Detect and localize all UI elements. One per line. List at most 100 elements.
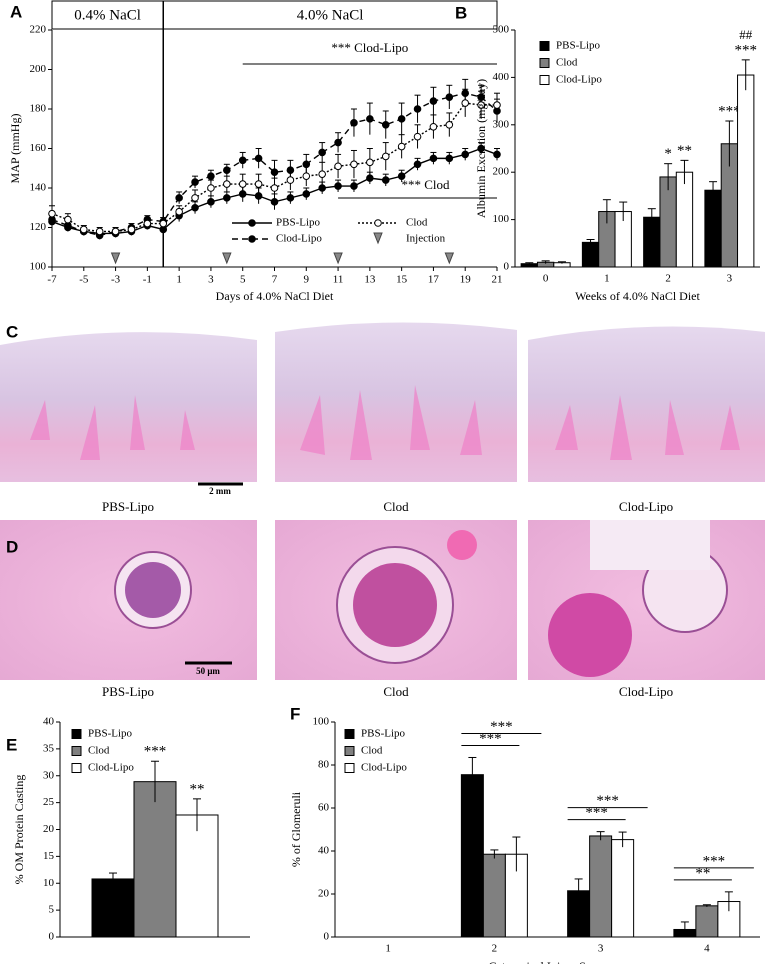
legend-swatch — [71, 729, 82, 739]
bar — [675, 171, 694, 268]
y-tick-label: 160 — [30, 142, 47, 154]
data-point — [175, 207, 183, 216]
scale-bar-label: 50 μm — [196, 666, 220, 676]
data-point — [445, 154, 454, 163]
y-tick-label: 0 — [49, 931, 55, 943]
x-tick-label: 13 — [364, 274, 376, 286]
bar — [460, 774, 484, 938]
bar — [581, 241, 600, 268]
y-axis-label: % OM Protein Casting — [12, 775, 26, 885]
comparison-label: *** — [585, 805, 608, 821]
x-axis-label: Weeks of 4.0% NaCl Diet — [575, 289, 700, 303]
data-point — [286, 194, 295, 202]
data-point — [493, 101, 501, 109]
y-tick-label: 220 — [30, 24, 47, 36]
bar — [737, 74, 755, 268]
comparison-label: *** — [479, 731, 502, 747]
data-point — [270, 168, 279, 176]
y-tick-label: 15 — [43, 850, 55, 862]
legend-marker — [374, 219, 382, 227]
legend-label: Clod-Lipo — [276, 233, 322, 245]
comparison-label: *** — [490, 719, 513, 735]
legend-swatch — [539, 58, 550, 68]
legend-label: PBS-Lipo — [276, 217, 321, 229]
bar — [91, 878, 135, 938]
header-label: 4.0% NaCl — [297, 7, 364, 23]
panel-label: D — [6, 537, 18, 556]
legend-label: Clod-Lipo — [361, 762, 407, 774]
data-point — [270, 184, 279, 192]
x-tick-label: -3 — [111, 274, 121, 286]
image-caption: Clod — [383, 684, 409, 699]
y-axis-label: MAP (mmHg) — [8, 114, 22, 184]
x-tick-label: 21 — [492, 274, 503, 286]
data-point — [445, 93, 454, 101]
data-point — [159, 219, 168, 228]
injection-marker — [110, 252, 121, 265]
data-point — [350, 160, 358, 169]
data-point — [413, 105, 422, 113]
bar — [704, 189, 722, 268]
x-tick-label: 3 — [727, 273, 733, 285]
data-point — [175, 194, 183, 202]
data-point — [79, 225, 88, 234]
significance-label: *** — [144, 744, 167, 760]
legend-label: Injection — [406, 233, 446, 245]
panel-label: A — [10, 2, 22, 21]
y-tick-label: 100 — [493, 213, 510, 225]
histology-d — [0, 520, 765, 680]
legend-label: PBS-Lipo — [361, 728, 406, 740]
data-point — [477, 101, 485, 109]
legend-label: Clod-Lipo — [88, 762, 134, 774]
image-caption: PBS-Lipo — [102, 684, 154, 699]
image-caption: Clod — [383, 499, 409, 514]
bar — [133, 781, 177, 938]
x-tick-label: 9 — [304, 274, 310, 286]
data-point — [366, 158, 374, 167]
y-tick-label: 20 — [318, 888, 330, 900]
y-tick-label: 400 — [493, 71, 510, 83]
data-point — [493, 150, 501, 159]
x-tick-label: -7 — [47, 274, 57, 286]
data-point — [413, 160, 422, 169]
y-tick-label: 60 — [318, 802, 330, 814]
data-point — [48, 209, 56, 218]
histology-image — [0, 332, 257, 482]
bar — [611, 839, 635, 938]
y-tick-label: 140 — [30, 182, 47, 194]
y-tick-label: 300 — [493, 118, 510, 130]
data-point — [143, 219, 152, 228]
comparison-label: ** — [695, 865, 710, 881]
data-point — [318, 148, 326, 157]
data-point — [381, 152, 390, 161]
x-tick-label: 2 — [665, 273, 671, 285]
data-point — [223, 166, 231, 175]
legend-label: Clod-Lipo — [556, 74, 602, 86]
x-tick-label: 19 — [460, 274, 472, 286]
scale-bar-label: 2 mm — [209, 486, 231, 496]
x-axis-label: Days of 4.0% NaCl Diet — [216, 289, 334, 303]
data-point — [238, 180, 247, 188]
data-point — [461, 99, 470, 107]
y-tick-label: 20 — [43, 823, 55, 835]
image-caption: Clod-Lipo — [619, 684, 673, 699]
y-tick-label: 25 — [43, 796, 55, 808]
y-tick-label: 100 — [313, 716, 330, 728]
data-point — [334, 182, 342, 190]
panel-label: F — [290, 704, 300, 723]
panel-label: C — [6, 322, 18, 341]
data-point — [207, 172, 215, 180]
data-point — [461, 150, 470, 159]
y-tick-label: 180 — [30, 103, 47, 115]
data-point — [477, 144, 485, 153]
histology-detail — [114, 520, 728, 677]
data-point — [350, 119, 358, 127]
y-tick-label: 120 — [30, 221, 47, 233]
x-tick-label: -1 — [143, 274, 152, 286]
data-point — [397, 142, 406, 151]
x-tick-label: 1 — [176, 274, 182, 286]
injection-marker — [333, 252, 343, 265]
significance-label: ** — [190, 781, 205, 797]
y-tick-label: 500 — [493, 24, 510, 36]
histology-detail — [30, 385, 740, 460]
